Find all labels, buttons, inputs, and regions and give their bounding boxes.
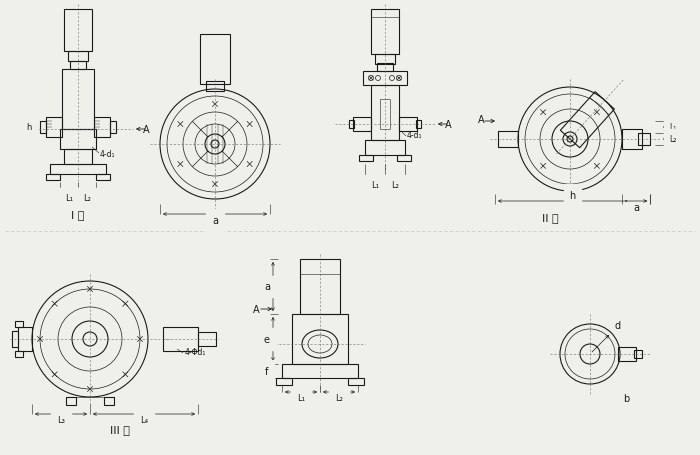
Bar — [64, 150, 92, 165]
Text: 4-d₁: 4-d₁ — [407, 131, 423, 140]
Bar — [618, 347, 636, 361]
Bar — [206, 82, 224, 92]
Text: h: h — [569, 191, 575, 201]
Text: L₄: L₄ — [140, 415, 148, 425]
Bar — [18, 327, 32, 351]
Text: A: A — [478, 115, 485, 125]
Bar — [163, 327, 198, 351]
Bar — [200, 35, 230, 85]
Bar — [104, 397, 114, 405]
Text: L₁: L₁ — [371, 181, 379, 190]
Bar — [66, 397, 76, 405]
Bar — [375, 55, 395, 65]
Bar — [282, 364, 358, 378]
Text: h: h — [27, 123, 31, 132]
Bar — [363, 72, 407, 86]
Bar — [62, 70, 94, 130]
Text: L₂: L₂ — [391, 181, 399, 190]
Bar — [292, 314, 348, 364]
Bar — [70, 62, 86, 70]
Bar — [377, 64, 393, 72]
Bar — [399, 118, 417, 131]
Bar — [15, 351, 23, 357]
Bar — [353, 118, 371, 131]
Text: e: e — [264, 334, 270, 344]
Bar — [300, 259, 340, 314]
Text: a: a — [633, 202, 639, 212]
Text: 4-Φd₁: 4-Φd₁ — [185, 347, 206, 356]
Text: A: A — [445, 120, 452, 130]
Bar — [68, 52, 88, 62]
Bar — [64, 10, 92, 52]
Text: d: d — [614, 320, 620, 330]
Text: L₂: L₂ — [669, 135, 677, 144]
Text: A: A — [253, 304, 260, 314]
Bar — [40, 122, 46, 134]
Bar — [46, 118, 62, 138]
Text: L₂: L₂ — [335, 394, 343, 403]
Text: f: f — [265, 366, 269, 376]
Text: L₁: L₁ — [297, 394, 305, 403]
Text: 4-d₁: 4-d₁ — [100, 150, 116, 159]
Text: b: b — [623, 393, 629, 403]
Text: L₃: L₃ — [57, 415, 65, 425]
Text: L₁: L₁ — [65, 194, 73, 203]
Bar — [110, 122, 116, 134]
Bar — [60, 130, 96, 150]
Text: III 型: III 型 — [110, 424, 130, 434]
Bar — [348, 378, 364, 385]
Bar — [498, 131, 518, 148]
Bar — [198, 332, 216, 346]
Text: I 型: I 型 — [71, 210, 85, 219]
Bar — [371, 10, 399, 55]
Bar — [371, 86, 399, 141]
Bar — [634, 350, 642, 358]
Text: a: a — [264, 282, 270, 292]
Text: L₂: L₂ — [83, 194, 91, 203]
Bar — [96, 175, 110, 181]
Text: L₁: L₁ — [669, 123, 677, 132]
Bar — [15, 321, 23, 327]
Bar — [622, 130, 642, 150]
Bar — [276, 378, 292, 385]
Bar — [359, 156, 373, 162]
Bar — [365, 141, 405, 156]
Bar — [397, 156, 411, 162]
Bar — [94, 118, 110, 138]
Bar — [50, 165, 106, 175]
Bar — [416, 121, 421, 129]
Bar — [12, 331, 18, 347]
Text: a: a — [212, 216, 218, 226]
Bar — [349, 121, 354, 129]
Text: II 型: II 型 — [542, 212, 559, 222]
Bar — [46, 175, 60, 181]
Bar — [638, 134, 650, 146]
Text: A: A — [143, 125, 150, 135]
